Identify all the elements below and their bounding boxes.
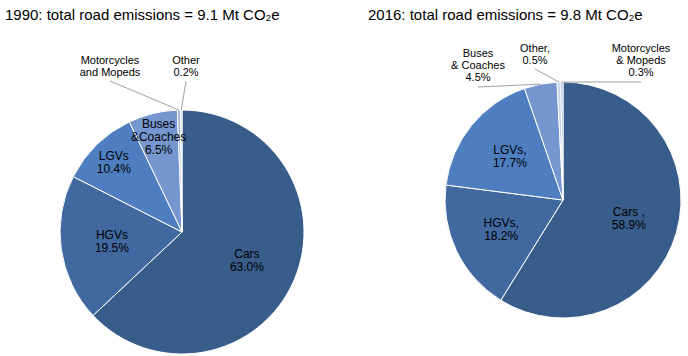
html-text:2016: total road emissions = 9: 2016: total road emissions = 9.8 Mt CO₂e bbox=[368, 6, 643, 23]
svg-text:HGVs19.5%: HGVs19.5% bbox=[95, 228, 129, 255]
svg-text:Other,0.5%: Other,0.5% bbox=[520, 42, 550, 66]
svg-text:Buses& Coaches4.5%: Buses& Coaches4.5% bbox=[451, 47, 505, 83]
svg-text:HGVs,18.2%: HGVs,18.2% bbox=[484, 216, 519, 243]
svg-text:LGVs,17.7%: LGVs,17.7% bbox=[493, 143, 527, 170]
svg-text:LGVs10.4%: LGVs10.4% bbox=[97, 149, 131, 176]
svg-text:Buses&Coaches6.5%: Buses&Coaches6.5% bbox=[131, 117, 186, 157]
svg-text:Motorcycles& Mopeds0.3%: Motorcycles& Mopeds0.3% bbox=[612, 42, 671, 78]
svg-text:Motorcyclesand Mopeds: Motorcyclesand Mopeds bbox=[80, 54, 141, 78]
html-text:1990: total road emissions = 9: 1990: total road emissions = 9.1 Mt CO₂e bbox=[5, 6, 280, 23]
svg-text:Cars63.0%: Cars63.0% bbox=[230, 247, 264, 274]
svg-text:Cars ,58.9%: Cars ,58.9% bbox=[612, 205, 646, 232]
svg-text:Other0.2%: Other0.2% bbox=[172, 54, 200, 78]
